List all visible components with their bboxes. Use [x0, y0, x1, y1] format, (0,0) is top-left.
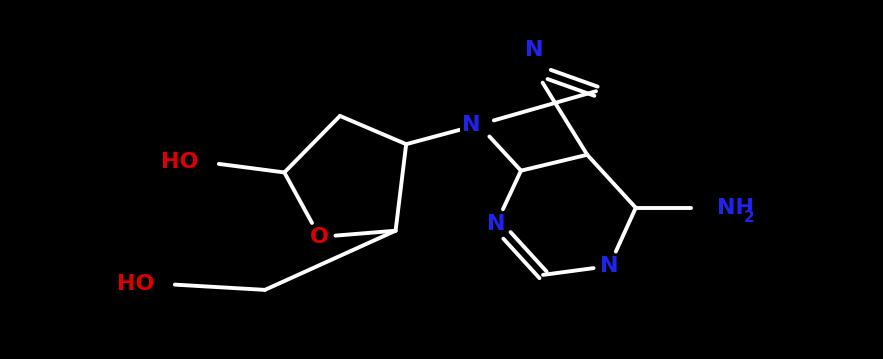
Text: NH: NH	[717, 198, 754, 218]
Text: N: N	[463, 115, 480, 135]
Text: N: N	[525, 40, 543, 60]
Text: HO: HO	[117, 274, 155, 294]
Text: HO: HO	[162, 152, 199, 172]
Text: N: N	[600, 256, 618, 276]
Text: N: N	[487, 214, 505, 234]
Text: 2: 2	[743, 210, 754, 225]
Text: O: O	[310, 227, 329, 247]
